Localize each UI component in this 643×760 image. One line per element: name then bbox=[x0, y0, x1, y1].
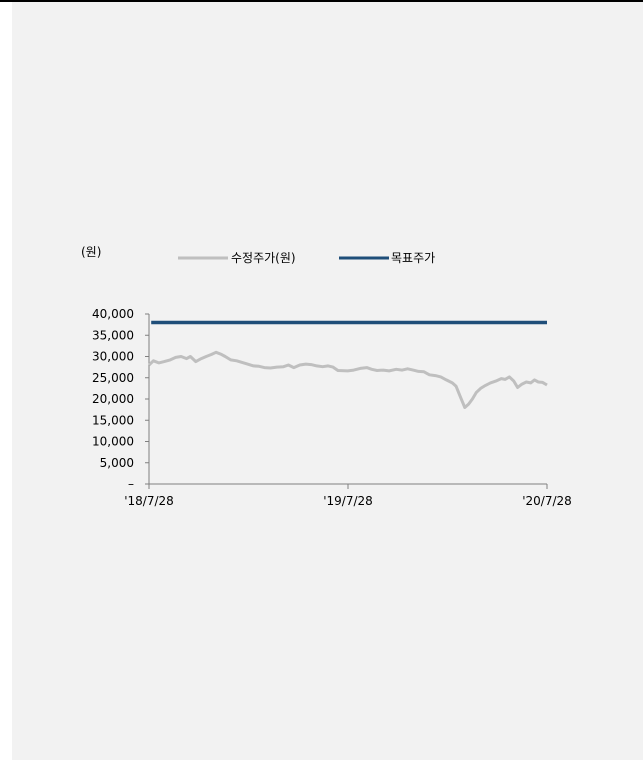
x-tick-label: '18/7/28 bbox=[124, 494, 174, 508]
y-tick-label: 20,000 bbox=[92, 392, 134, 406]
x-tick-label: '20/7/28 bbox=[522, 494, 572, 508]
legend-label: 목표주가 bbox=[391, 251, 435, 265]
x-tick-label: '19/7/28 bbox=[323, 494, 373, 508]
legend: 수정주가(원) 목표주가 bbox=[178, 251, 435, 265]
axes: 40,000 35,000 30,000 25,000 20,000 15,000 10,0… bbox=[92, 307, 572, 508]
top-rule bbox=[0, 0, 643, 2]
y-tick-label: – bbox=[128, 477, 134, 491]
y-tick-label: 30,000 bbox=[92, 350, 134, 364]
unit-label: (원) bbox=[81, 245, 101, 259]
series-line-adjusted-price bbox=[147, 350, 548, 409]
legend-label: 수정주가(원) bbox=[231, 251, 296, 265]
y-tick-label: 5,000 bbox=[100, 456, 134, 470]
y-tick-label: 10,000 bbox=[92, 435, 134, 449]
y-tick-label: 25,000 bbox=[92, 371, 134, 385]
y-tick-label: 40,000 bbox=[92, 307, 134, 321]
y-tick-label: 35,000 bbox=[92, 328, 134, 342]
series-group bbox=[147, 320, 548, 409]
y-tick-label: 15,000 bbox=[92, 413, 134, 427]
